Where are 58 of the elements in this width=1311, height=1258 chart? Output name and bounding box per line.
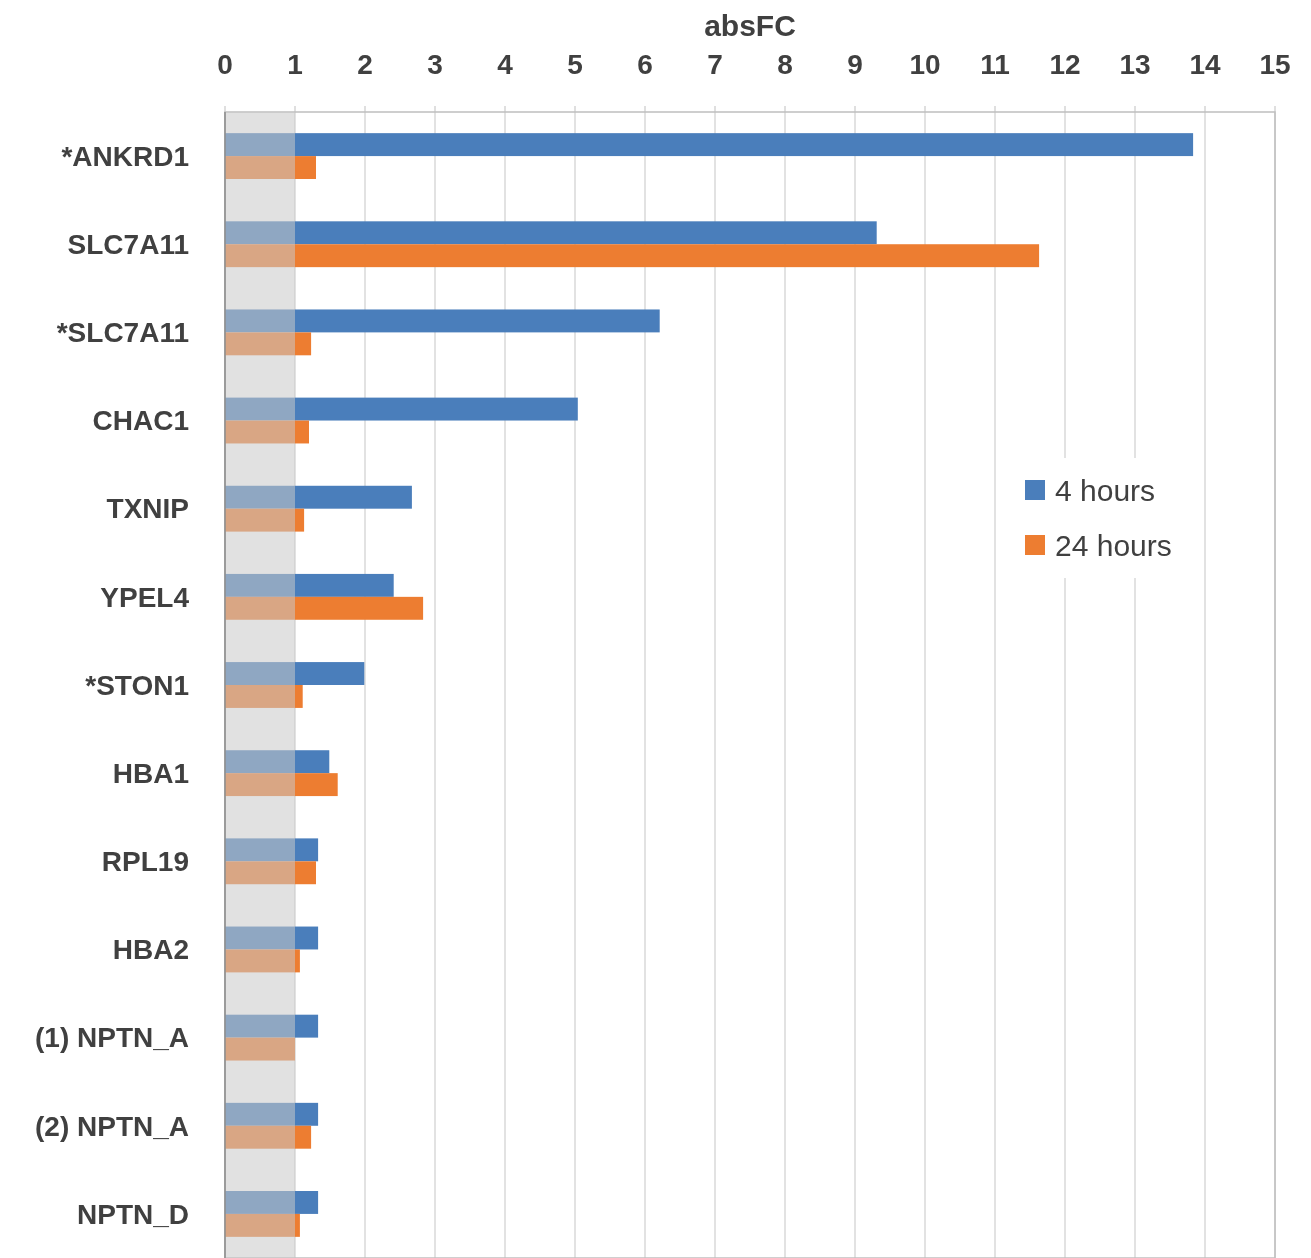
y-tick-label: HBA1 (112, 757, 189, 789)
x-tick-label: 13 (1119, 49, 1151, 80)
y-tick-label: HBA2 (112, 934, 189, 966)
y-tick-label: (1) NPTN_A (34, 1022, 189, 1054)
bar (225, 420, 309, 444)
bar (225, 309, 660, 333)
y-tick-label: *ANKRD1 (61, 140, 189, 172)
bar (225, 861, 316, 885)
y-tick-label: TXNIP (106, 493, 189, 525)
y-tick-label: NPTN_D (76, 1198, 189, 1230)
bar (225, 573, 394, 597)
bar (225, 508, 305, 532)
y-tick-label: *STON1 (85, 669, 189, 701)
x-tick-label: 0 (217, 49, 233, 80)
bar (225, 397, 578, 421)
bar (225, 1125, 312, 1149)
x-tick-label: 10 (909, 49, 941, 80)
bar (225, 949, 300, 973)
x-tick-label: 2 (357, 49, 373, 80)
x-tick-label: 6 (637, 49, 653, 80)
bar (225, 773, 338, 797)
bar (225, 1014, 319, 1038)
x-tick-label: 15 (1259, 49, 1291, 80)
bar (225, 221, 877, 245)
x-tick-label: 8 (777, 49, 793, 80)
bar (225, 662, 365, 685)
bar (225, 332, 312, 356)
y-tick-label: *SLC7A11 (56, 317, 189, 349)
bar (225, 750, 330, 774)
bar (225, 926, 319, 950)
bar (225, 133, 1194, 157)
y-tick-label: CHAC1 (92, 405, 189, 437)
bar (225, 1037, 295, 1061)
y-tick-label: SLC7A11 (67, 229, 189, 261)
bar (225, 596, 424, 620)
bar (225, 685, 303, 708)
bar (225, 1213, 300, 1237)
bar (225, 838, 319, 862)
x-tick-label: 5 (567, 49, 583, 80)
x-tick-label: 14 (1189, 49, 1221, 80)
y-tick-label: YPEL4 (100, 581, 190, 613)
bar (225, 1102, 319, 1126)
y-tick-label: RPL19 (101, 846, 189, 878)
legend-label: 24 hours (1055, 528, 1172, 562)
x-tick-label: 11 (980, 49, 1010, 80)
x-tick-label: 1 (287, 49, 303, 80)
bar (225, 485, 412, 509)
y-tick-label: (2) NPTN_A (34, 1110, 189, 1142)
bar (225, 244, 1040, 268)
bar (225, 156, 316, 179)
bar (225, 1191, 319, 1214)
x-axis-title: absFC (704, 9, 796, 42)
x-tick-label: 7 (707, 49, 723, 80)
x-tick-label: 4 (497, 49, 514, 80)
x-tick-label: 9 (847, 49, 863, 80)
legend-label: 4 hours (1055, 473, 1156, 507)
x-tick-label: 3 (427, 49, 443, 80)
x-tick-label: 12 (1049, 49, 1081, 80)
